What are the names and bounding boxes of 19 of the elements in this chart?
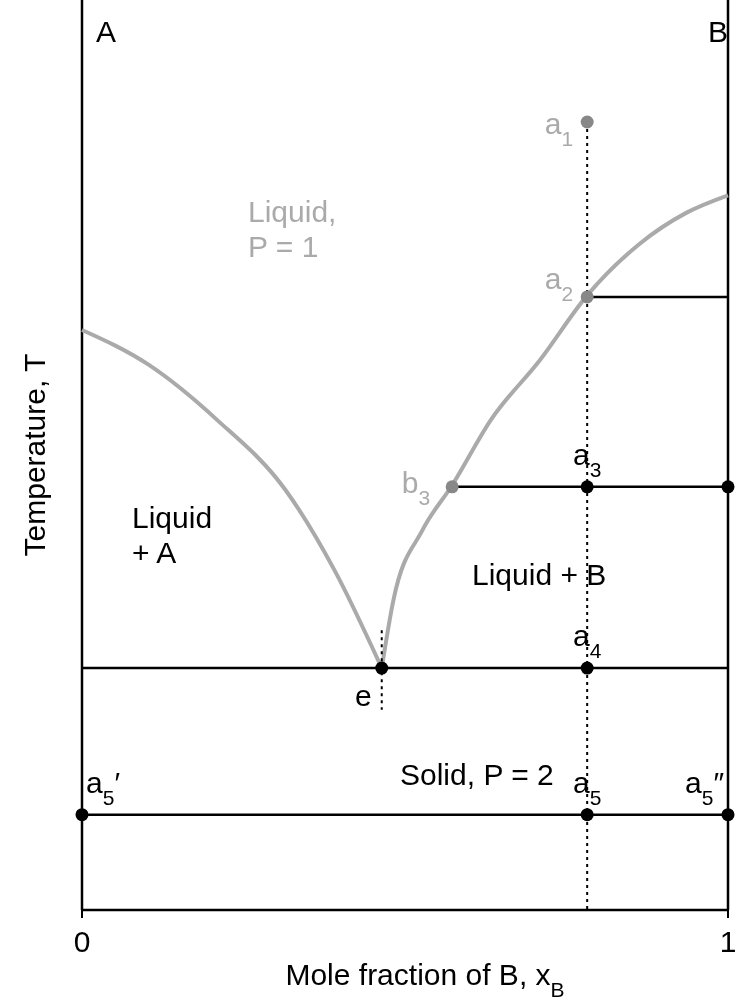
annotation: Liquid + A bbox=[132, 501, 213, 569]
annotation: b$_{3}$ bbox=[401, 465, 431, 509]
x-tick-label: 1 bbox=[719, 925, 737, 958]
text: A bbox=[96, 15, 117, 48]
annotation: a$_{4}$ bbox=[572, 619, 602, 662]
annotation: a$_{2}$ bbox=[544, 261, 574, 305]
text: B bbox=[707, 15, 728, 48]
annotation: a$_{5}$″ bbox=[685, 765, 725, 809]
annotation: a$_{5}$ bbox=[572, 765, 602, 809]
annotation: a$_{5}$′ bbox=[86, 765, 121, 809]
annotation: a$_{3}$ bbox=[572, 437, 602, 481]
annotation: Solid, P = 2 bbox=[400, 758, 554, 791]
y-axis-title: Temperature, T bbox=[18, 353, 51, 557]
annotation: Liquid, P = 1 bbox=[248, 195, 337, 263]
annotation: a$_{1}$ bbox=[544, 107, 574, 150]
annotation: e bbox=[355, 679, 372, 713]
annotation: Liquid + B bbox=[472, 558, 607, 591]
x-tick-label: 0 bbox=[73, 925, 91, 958]
x-axis-title: Mole fraction of B, x$_{B}$ bbox=[285, 958, 565, 1001]
